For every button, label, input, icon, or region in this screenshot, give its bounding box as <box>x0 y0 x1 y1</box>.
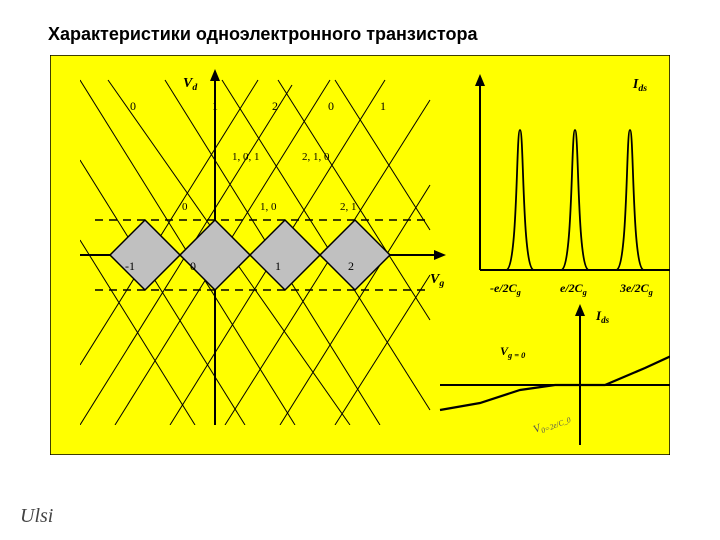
svg-text:1, 0: 1, 0 <box>260 201 277 213</box>
svg-text:0: 0 <box>130 99 136 113</box>
svg-text:1: 1 <box>380 99 386 113</box>
page-title: Характеристики одноэлектронного транзист… <box>0 0 720 55</box>
svg-text:0: 0 <box>190 259 196 273</box>
svg-text:1, 0, 1: 1, 0, 1 <box>232 151 260 163</box>
svg-text:-e/2Cg: -e/2Cg <box>490 281 521 297</box>
svg-text:2: 2 <box>272 99 278 113</box>
svg-text:0: 0 <box>182 201 188 213</box>
svg-text:0: 0 <box>328 99 334 113</box>
svg-text:2, 1, 0: 2, 1, 0 <box>302 151 330 163</box>
diagram-canvas: VdVg012011, 0, 12, 1, 001, 02, 1-1012Ids… <box>50 55 670 455</box>
footer-logo: Ulsi <box>20 505 53 528</box>
svg-text:2: 2 <box>348 259 354 273</box>
svg-text:-1: -1 <box>125 259 135 273</box>
svg-text:3e/2Cg: 3e/2Cg <box>619 281 653 297</box>
svg-text:2, 1: 2, 1 <box>340 201 357 213</box>
svg-text:1: 1 <box>212 99 218 113</box>
svg-text:1: 1 <box>275 259 281 273</box>
